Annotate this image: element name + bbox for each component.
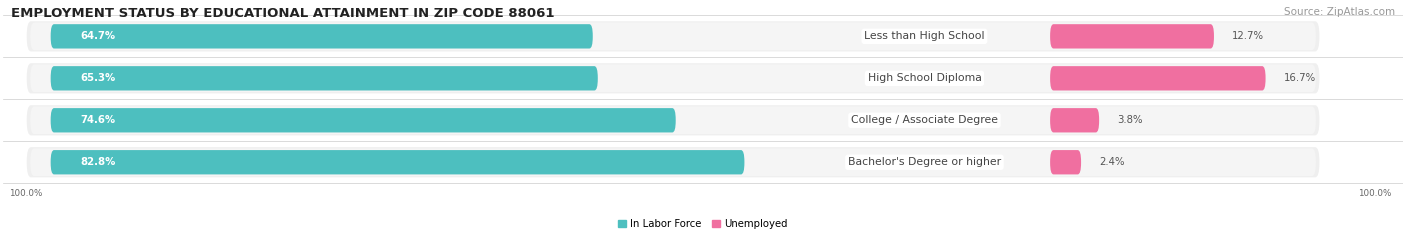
FancyBboxPatch shape [51,150,744,175]
Legend: In Labor Force, Unemployed: In Labor Force, Unemployed [614,215,792,233]
Text: 82.8%: 82.8% [80,157,115,167]
FancyBboxPatch shape [27,63,1319,93]
Text: 100.0%: 100.0% [8,189,42,198]
FancyBboxPatch shape [31,148,1316,176]
Text: Less than High School: Less than High School [865,31,984,41]
Text: 64.7%: 64.7% [80,31,115,41]
FancyBboxPatch shape [1050,108,1099,132]
FancyBboxPatch shape [31,65,1316,92]
FancyBboxPatch shape [27,147,1319,177]
FancyBboxPatch shape [1050,24,1213,48]
FancyBboxPatch shape [1050,66,1265,90]
FancyBboxPatch shape [31,106,1316,134]
Text: 2.4%: 2.4% [1099,157,1125,167]
Text: 3.8%: 3.8% [1118,115,1143,125]
Text: 16.7%: 16.7% [1284,73,1316,83]
FancyBboxPatch shape [1050,150,1081,175]
FancyBboxPatch shape [51,24,593,48]
Text: Source: ZipAtlas.com: Source: ZipAtlas.com [1284,7,1395,17]
FancyBboxPatch shape [51,66,598,90]
Text: 65.3%: 65.3% [80,73,115,83]
FancyBboxPatch shape [51,108,676,132]
Text: 74.6%: 74.6% [80,115,115,125]
Text: College / Associate Degree: College / Associate Degree [851,115,998,125]
Text: Bachelor's Degree or higher: Bachelor's Degree or higher [848,157,1001,167]
FancyBboxPatch shape [31,23,1316,50]
Text: High School Diploma: High School Diploma [868,73,981,83]
FancyBboxPatch shape [27,21,1319,51]
Text: 100.0%: 100.0% [1358,189,1392,198]
FancyBboxPatch shape [27,105,1319,135]
Text: 12.7%: 12.7% [1232,31,1264,41]
Text: EMPLOYMENT STATUS BY EDUCATIONAL ATTAINMENT IN ZIP CODE 88061: EMPLOYMENT STATUS BY EDUCATIONAL ATTAINM… [11,7,555,20]
